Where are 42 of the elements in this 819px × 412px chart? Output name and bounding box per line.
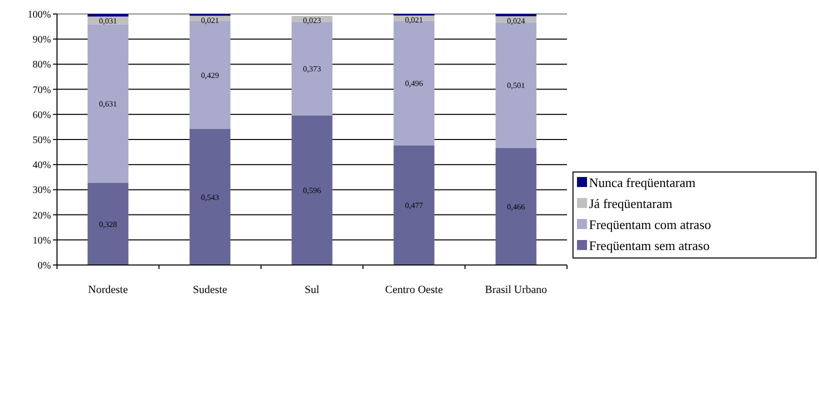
y-tick-label: 0% [38,260,51,272]
y-tick-label: 50% [32,135,51,146]
legend-label: Nunca freqüentaram [589,175,696,190]
data-label: 0,373 [303,64,321,74]
data-label: 0,328 [99,220,117,229]
data-label: 0,031 [99,16,117,26]
y-tick-label: 70% [32,84,51,96]
data-label: 0,023 [303,16,321,26]
bar [88,182,128,265]
legend-label: Freqüentam com atraso [589,217,712,232]
bar [292,115,332,265]
y-tick-label: 80% [32,60,51,71]
data-label: 0,496 [405,79,423,88]
y-tick-label: 60% [32,110,51,121]
data-label: 0,429 [201,70,219,80]
bar [88,24,128,183]
x-tick-label: Centro Oeste [385,284,443,296]
x-tick-label: Brasil Urbano [484,284,548,296]
data-label: 0,596 [303,186,321,196]
data-label: 0,477 [405,201,423,210]
data-label: 0,543 [201,192,219,202]
y-tick-label: 30% [32,185,51,196]
legend-label: Freqüentam sem atraso [589,238,710,253]
y-tick-label: 20% [32,210,51,222]
data-label: 0,466 [507,202,525,212]
bar [88,14,128,17]
data-label: 0,021 [405,16,423,25]
bar [496,148,536,265]
y-tick-label: 90% [32,34,51,46]
bar [394,145,434,265]
bar [190,128,230,265]
y-tick-label: 40% [32,160,51,172]
x-tick-label: Nordeste [88,284,128,296]
data-label: 0,501 [507,81,525,90]
legend-label: Já freqüentaram [589,196,672,211]
data-label: 0,021 [201,16,219,25]
x-tick-label: Sul [304,284,320,296]
data-label: 0,631 [99,99,117,108]
x-tick-label: Sudeste [192,284,228,296]
data-label: 0,024 [507,16,525,26]
y-tick-label: 100% [28,10,51,20]
y-tick-label: 10% [32,235,51,246]
